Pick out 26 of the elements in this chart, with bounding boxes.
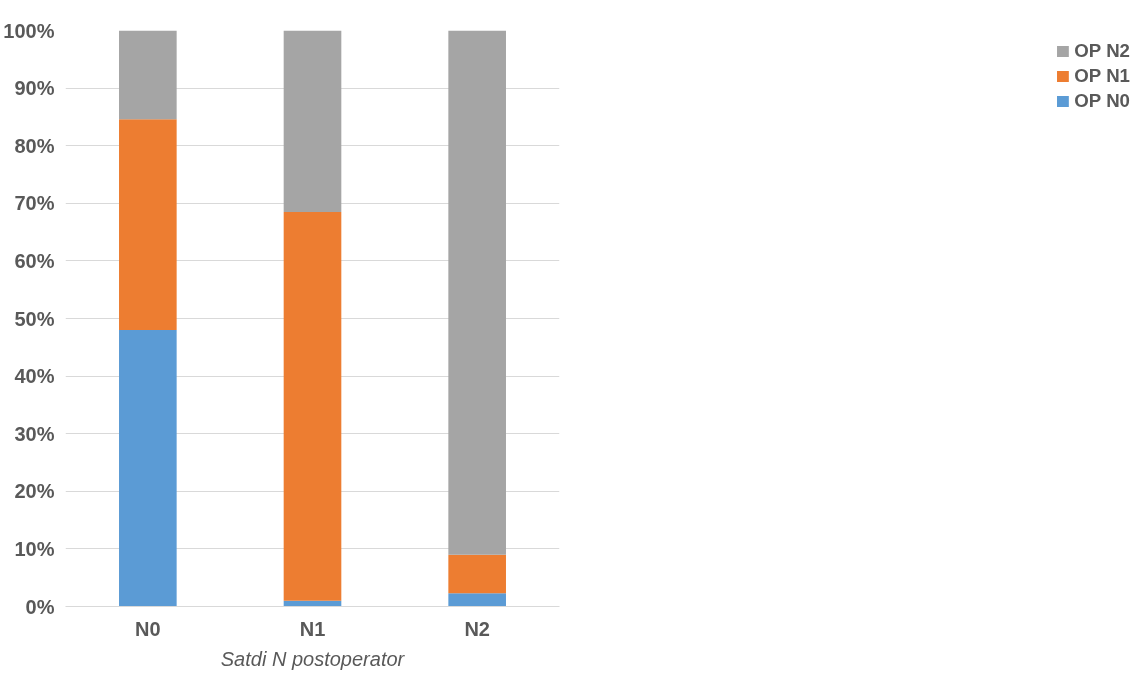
bar <box>448 30 506 555</box>
bar <box>448 554 506 594</box>
y-tick-label: 60% <box>14 249 55 272</box>
x-tick-label: N1 <box>299 617 326 640</box>
y-tick-label: 70% <box>14 192 55 215</box>
y-tick-label: 80% <box>14 134 55 157</box>
x-tick-label: N0 <box>135 617 161 640</box>
y-tick-label: 20% <box>14 480 55 503</box>
legend-label: OP N0 <box>1074 90 1130 112</box>
y-tick-label: 30% <box>14 422 55 445</box>
y-tick-label: 100% <box>3 19 55 42</box>
y-tick-label: 0% <box>25 595 55 618</box>
y-tick-label: 90% <box>14 77 55 100</box>
bar <box>119 30 177 120</box>
bar <box>119 330 177 607</box>
x-axis-title: Satdi N postoperator <box>220 647 406 670</box>
legend-label: OP N2 <box>1074 40 1130 62</box>
y-tick-label: 40% <box>14 365 55 388</box>
x-tick-label: N2 <box>464 617 490 640</box>
bar <box>283 30 342 212</box>
bar <box>119 119 177 331</box>
bar <box>283 211 342 601</box>
bar <box>448 593 506 607</box>
y-tick-label: 10% <box>14 537 55 560</box>
y-tick-label: 50% <box>14 307 55 330</box>
legend-label: OP N1 <box>1074 65 1130 87</box>
